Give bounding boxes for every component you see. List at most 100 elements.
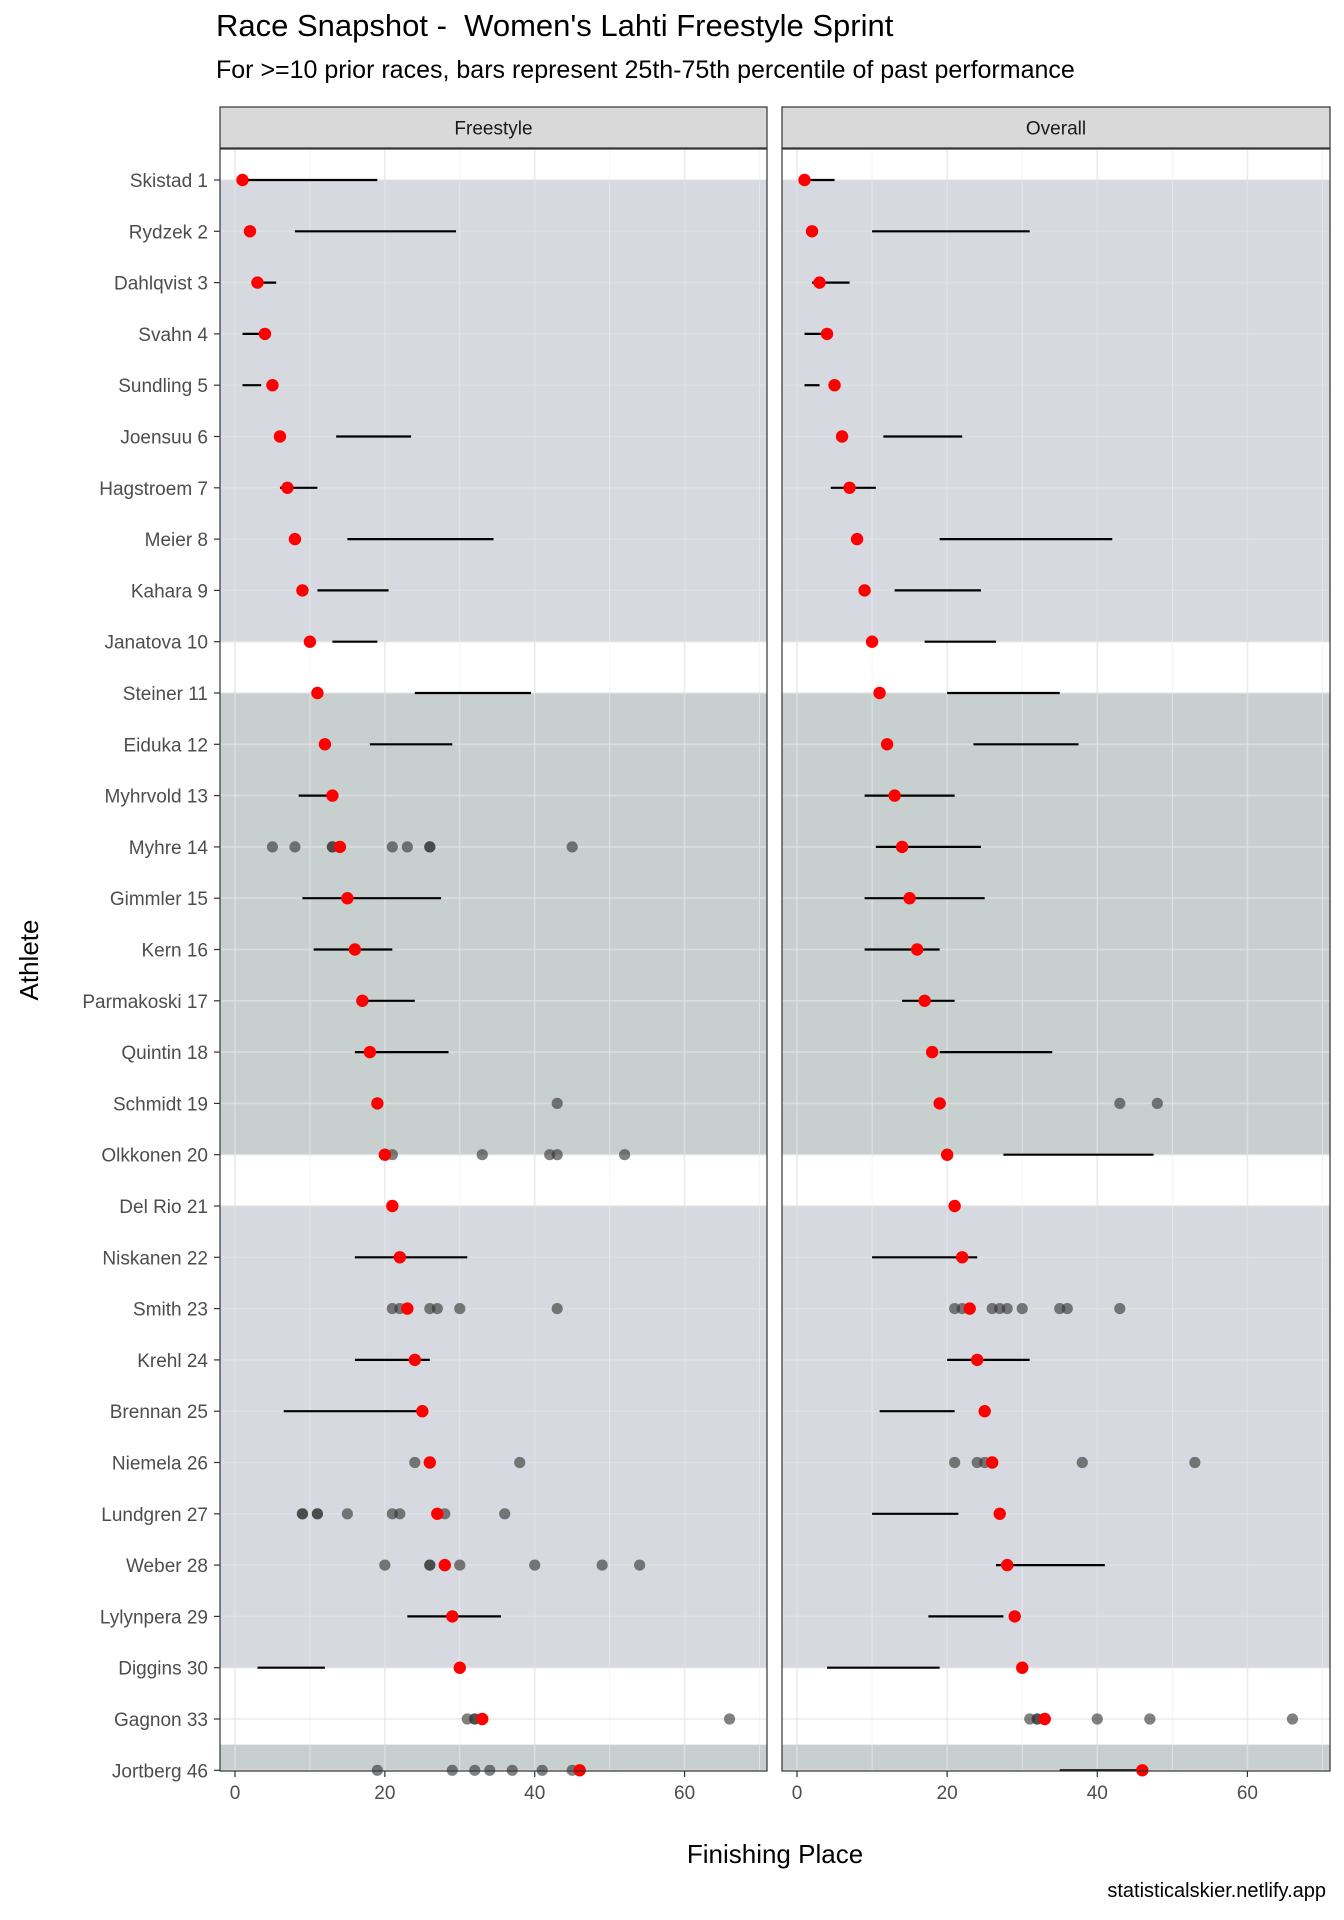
facet-strip bbox=[219, 106, 768, 149]
past-result-point bbox=[551, 1303, 563, 1315]
past-result-point bbox=[431, 1303, 443, 1315]
past-result-point bbox=[1016, 1303, 1028, 1315]
current-place-point bbox=[1001, 1558, 1014, 1572]
past-result-point bbox=[1091, 1713, 1103, 1725]
past-result-point bbox=[634, 1559, 646, 1571]
current-place-point bbox=[251, 276, 264, 289]
current-place-point bbox=[993, 1507, 1006, 1521]
x-tick-label: 40 bbox=[1087, 1783, 1108, 1804]
past-result-point bbox=[723, 1713, 736, 1725]
y-tick-label: Parmakoski 17 bbox=[82, 992, 208, 1013]
current-place-point bbox=[970, 1353, 984, 1367]
chart-title: Race Snapshot - Women's Lahti Freestyle … bbox=[216, 8, 894, 43]
past-result-point bbox=[499, 1508, 511, 1520]
current-place-point bbox=[798, 173, 811, 187]
current-place-point bbox=[453, 1661, 466, 1674]
x-axis-title: Finishing Place bbox=[687, 1839, 863, 1869]
past-result-point bbox=[949, 1456, 961, 1469]
current-place-point bbox=[273, 430, 287, 443]
current-place-point bbox=[266, 379, 279, 392]
current-place-point bbox=[303, 635, 317, 648]
past-result-point bbox=[1114, 1097, 1126, 1109]
current-place-point bbox=[371, 1097, 384, 1110]
y-tick-label: Sundling 5 bbox=[118, 376, 208, 397]
past-result-point bbox=[551, 1149, 563, 1161]
past-result-point bbox=[551, 1097, 563, 1109]
current-place-point bbox=[1016, 1661, 1029, 1674]
past-result-point bbox=[1189, 1456, 1201, 1469]
past-result-point bbox=[469, 1764, 481, 1776]
current-place-point bbox=[948, 1199, 961, 1213]
past-result-point bbox=[266, 841, 279, 853]
past-result-point bbox=[296, 1508, 309, 1520]
past-result-point bbox=[1151, 1097, 1163, 1109]
current-place-point bbox=[333, 840, 347, 854]
x-tick-label: 40 bbox=[524, 1783, 545, 1804]
past-result-point bbox=[536, 1764, 548, 1776]
current-place-point bbox=[573, 1764, 586, 1777]
current-place-point bbox=[363, 1045, 377, 1059]
current-place-point bbox=[1136, 1764, 1149, 1777]
current-place-point bbox=[918, 994, 931, 1007]
current-place-point bbox=[880, 738, 894, 751]
y-tick-label: Gagnon 33 bbox=[114, 1710, 208, 1731]
y-tick-label: Myhrvold 13 bbox=[105, 787, 209, 808]
past-result-point bbox=[1114, 1303, 1126, 1315]
current-place-point bbox=[858, 584, 871, 597]
y-tick-label: Diggins 30 bbox=[118, 1659, 208, 1680]
past-result-point bbox=[311, 1508, 324, 1520]
past-result-point bbox=[424, 1559, 436, 1571]
current-place-point bbox=[888, 789, 901, 802]
current-place-point bbox=[236, 173, 249, 187]
x-tick-label: 20 bbox=[937, 1783, 958, 1804]
group-band bbox=[220, 180, 767, 642]
y-tick-label: Olkkonen 20 bbox=[101, 1146, 208, 1167]
current-place-point bbox=[933, 1097, 946, 1110]
past-result-point bbox=[371, 1764, 383, 1776]
past-result-point bbox=[394, 1508, 406, 1520]
y-tick-label: Svahn 4 bbox=[138, 325, 208, 346]
y-tick-label: Niskanen 22 bbox=[102, 1248, 208, 1269]
facet-strip-label: Overall bbox=[1026, 119, 1086, 140]
current-place-point bbox=[865, 635, 879, 648]
y-axis-title: Athlete bbox=[14, 920, 44, 1001]
past-result-point bbox=[341, 1508, 353, 1520]
y-tick-label: Quintin 18 bbox=[121, 1043, 208, 1064]
current-place-point bbox=[243, 225, 257, 238]
y-tick-label: Jortberg 46 bbox=[112, 1761, 208, 1782]
current-place-point bbox=[281, 481, 294, 494]
current-place-point bbox=[963, 1302, 976, 1315]
past-result-point bbox=[289, 841, 301, 853]
current-place-point bbox=[318, 738, 332, 751]
past-result-point bbox=[619, 1149, 631, 1161]
x-tick-label: 60 bbox=[1237, 1783, 1258, 1804]
current-place-point bbox=[955, 1251, 969, 1264]
current-place-point bbox=[378, 1148, 392, 1161]
y-tick-label: Myhre 14 bbox=[129, 838, 209, 859]
current-place-point bbox=[835, 430, 849, 443]
y-tick-label: Kahara 9 bbox=[131, 581, 208, 602]
y-tick-label: Del Rio 21 bbox=[119, 1197, 208, 1218]
past-result-point bbox=[409, 1456, 421, 1469]
past-result-point bbox=[1076, 1456, 1088, 1469]
past-result-point bbox=[379, 1559, 391, 1571]
y-tick-label: Lundgren 27 bbox=[101, 1505, 208, 1526]
past-result-point bbox=[514, 1456, 526, 1469]
current-place-point bbox=[326, 789, 339, 802]
past-result-point bbox=[506, 1764, 518, 1776]
chart-caption: statisticalskier.netlify.app bbox=[1107, 1880, 1326, 1902]
y-tick-label: Weber 28 bbox=[126, 1556, 208, 1577]
y-tick-label: Kern 16 bbox=[141, 941, 208, 962]
past-result-point bbox=[596, 1559, 608, 1571]
current-place-point bbox=[940, 1148, 954, 1161]
y-tick-label: Meier 8 bbox=[145, 530, 208, 551]
group-band bbox=[782, 180, 1330, 642]
past-result-point bbox=[446, 1764, 458, 1776]
panel-overall: Overall 0 20 40 60 bbox=[781, 106, 1331, 1804]
current-place-point bbox=[1008, 1610, 1021, 1623]
current-place-point bbox=[288, 532, 302, 546]
current-place-point bbox=[401, 1302, 414, 1315]
group-band bbox=[782, 1744, 1330, 1771]
current-place-point bbox=[873, 686, 886, 700]
